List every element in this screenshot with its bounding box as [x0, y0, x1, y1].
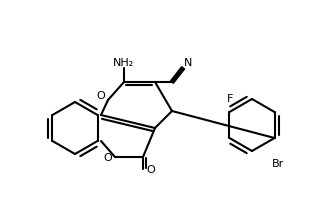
Text: N: N: [184, 58, 192, 68]
Text: O: O: [104, 153, 113, 163]
Text: O: O: [97, 91, 105, 101]
Text: NH₂: NH₂: [113, 58, 134, 68]
Text: Br: Br: [272, 159, 284, 169]
Text: O: O: [147, 165, 155, 175]
Text: F: F: [227, 94, 233, 104]
